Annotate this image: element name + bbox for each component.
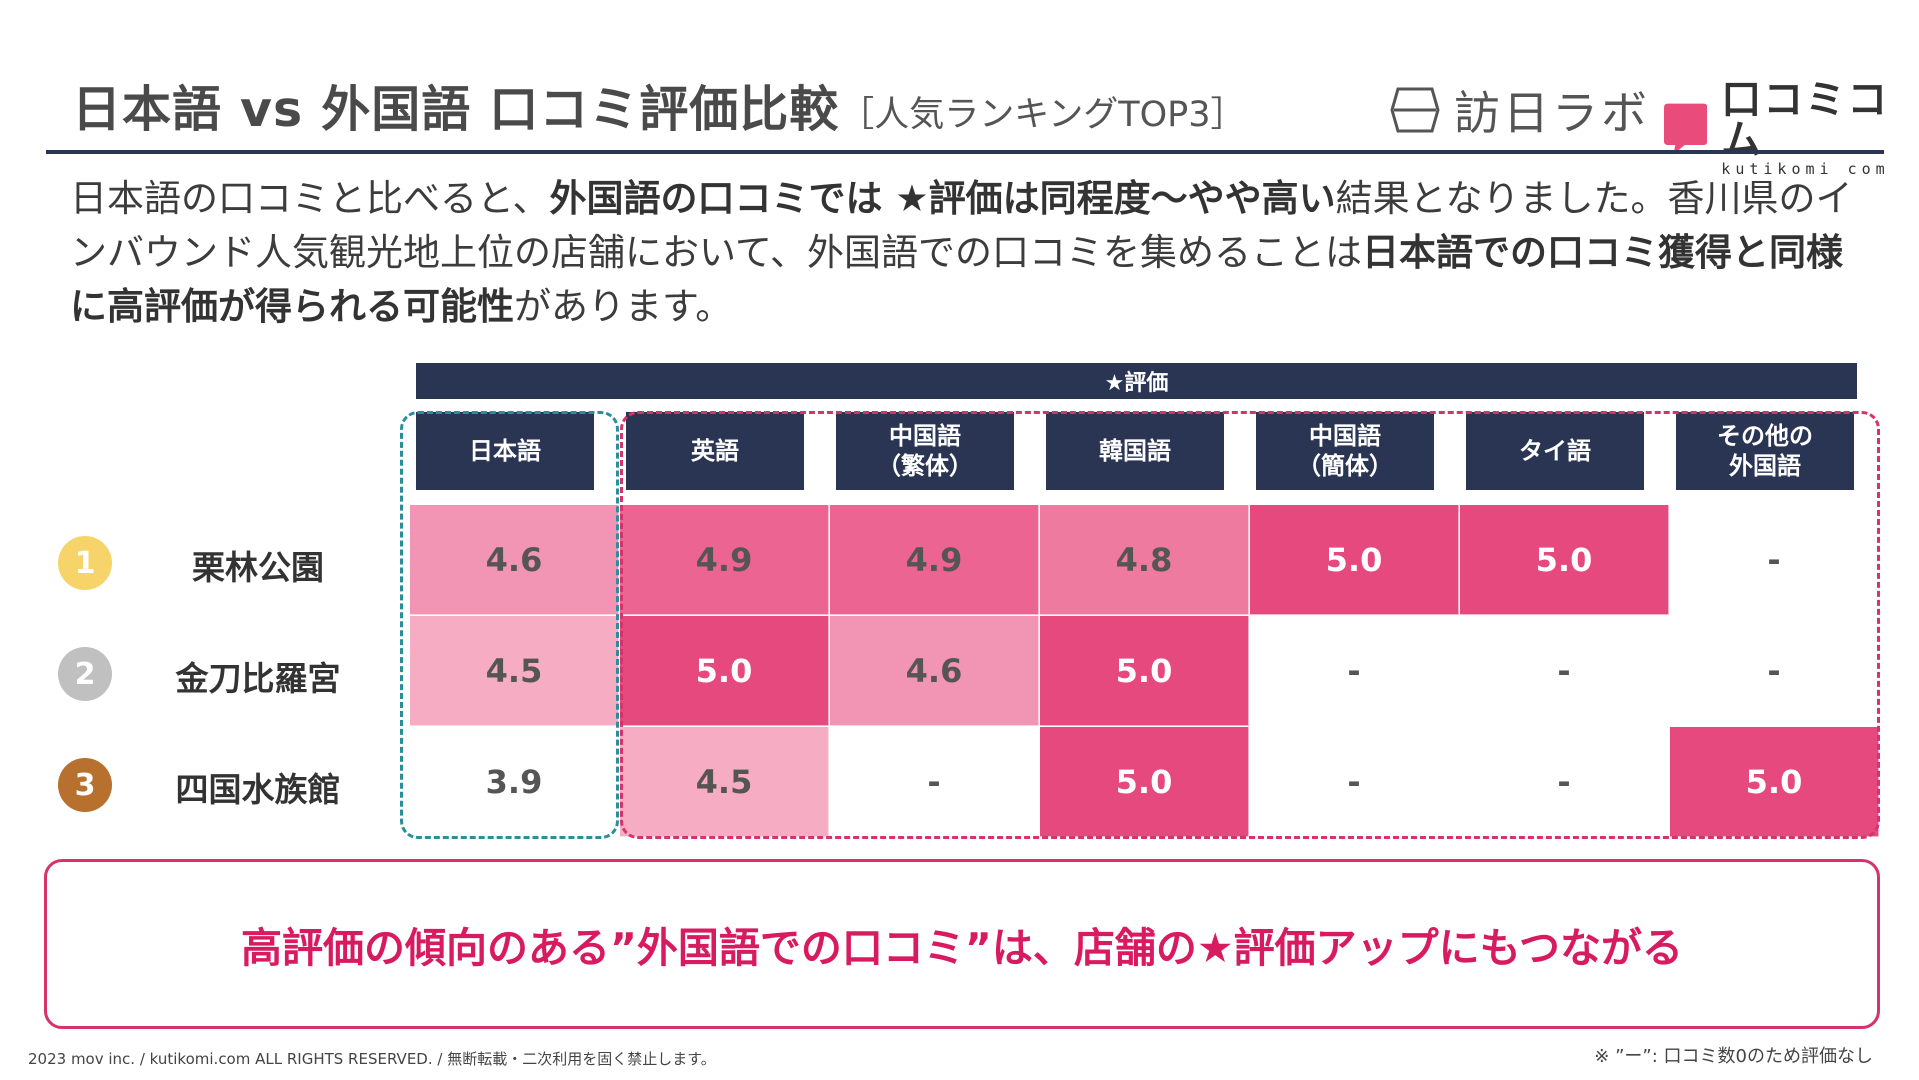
rating-cell: 5.0 [1460,505,1669,615]
title-divider [46,150,1884,154]
rank-badge: 1 [58,536,112,590]
rating-group-header: ★評価 [416,363,1857,399]
rating-cell: 4.5 [620,727,829,837]
conclusion-box: 高評価の傾向のある”外国語での口コミ”は、店舗の★評価アップにもつながる [44,859,1880,1029]
hounichi-logo-text: 訪日ラボ [1454,86,1650,140]
rating-cell: 5.0 [1670,727,1879,837]
spot-name: 栗林公園 [192,548,324,587]
column-header: 日本語 [416,412,594,490]
intro-emphasis-1: 外国語の口コミでは ★評価は同程度〜やや高い [549,177,1336,220]
rating-cell: 4.9 [830,505,1039,615]
foreign-highlight-frame [620,411,1880,839]
rank-badge: 3 [58,758,112,812]
column-header: 中国語 （繁体） [836,412,1014,490]
rating-cell: 5.0 [1040,727,1249,837]
rating-cell: 4.5 [410,616,619,726]
column-header: 英語 [626,412,804,490]
title-main: 日本語 vs 外国語 口コミ評価比較 [72,81,840,138]
intro-text-2: 結果となりました。香川県のインバウンド人気観光地上位の店舗において、外国語での口… [70,177,1853,274]
rating-cell: - [1460,616,1669,726]
kutikomi-logo-subtext: kutikomi com [1721,160,1890,178]
intro-text-1: 日本語の口コミと比べると、 [70,177,550,220]
kutikomi-logo-text: 口コミコム [1721,77,1890,163]
rating-cell: 4.9 [620,505,829,615]
kutikomi-logo: 口コミコム kutikomi com [1664,80,1919,178]
column-header: タイ語 [1466,412,1644,490]
hounichi-logo: 訪日ラボ [1390,80,1650,140]
rating-cell: 4.6 [830,616,1039,726]
copyright: 2023 mov inc. / kutikomi.com ALL RIGHTS … [28,1050,716,1068]
japanese-highlight-frame [400,411,619,839]
spot-name: 金刀比羅宮 [175,659,341,698]
intro-text-3: があります。 [514,285,733,328]
spot-name: 四国水族館 [175,770,341,809]
rating-cell: 5.0 [1040,616,1249,726]
page-title: 日本語 vs 外国語 口コミ評価比較［人気ランキングTOP3］ [72,70,1246,141]
intro-paragraph: 日本語の口コミと比べると、外国語の口コミでは ★評価は同程度〜やや高い結果となり… [70,172,1860,334]
column-header: 中国語 （簡体） [1256,412,1434,490]
rating-cell: 4.6 [410,505,619,615]
intro-emphasis-2: 日本語での口コミ獲得と同様に高評価が得られる可能性 [70,231,1844,328]
rating-cell: 5.0 [1250,505,1459,615]
rating-cell: 4.8 [1040,505,1249,615]
title-sub: ［人気ランキングTOP3］ [839,95,1246,135]
footnote: ※ ”ー”: 口コミ数0のため評価なし [1594,1046,1873,1067]
hounichi-mark-icon [1390,87,1440,133]
rating-cell: - [1250,616,1459,726]
rating-cell: 5.0 [620,616,829,726]
column-header: その他の 外国語 [1676,412,1854,490]
column-header: 韓国語 [1046,412,1224,490]
rank-badge: 2 [58,647,112,701]
kutikomi-mark-icon [1664,103,1708,155]
